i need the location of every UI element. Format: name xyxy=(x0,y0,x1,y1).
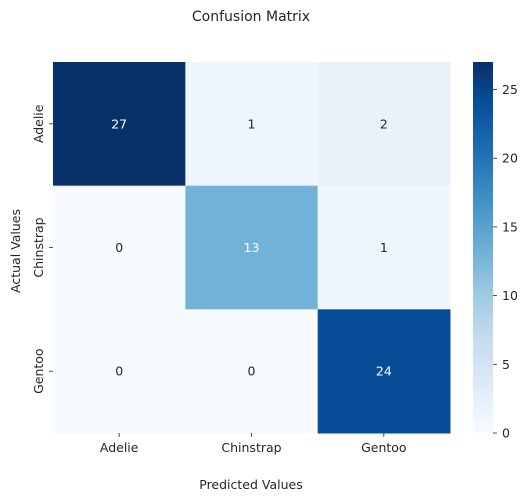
cell-annotation-1-1: 13 xyxy=(244,240,260,255)
heatmap-cell-1-0 xyxy=(53,185,186,310)
x-axis-ticks: Adelie Chinstrap Gentoo xyxy=(100,433,407,455)
cell-annotation-0-1: 1 xyxy=(248,116,256,131)
cell-annotation-0-0: 27 xyxy=(111,116,127,131)
colorbar-ticks: 0 5 10 15 20 25 xyxy=(493,82,518,441)
cell-annotation-1-2: 1 xyxy=(380,240,388,255)
colorbar-tick-label-1: 5 xyxy=(502,357,510,372)
heatmap-cell-2-0 xyxy=(53,309,186,434)
y-tick-label-0: Adelie xyxy=(31,104,46,143)
y-axis-ticks: Adelie Chinstrap Gentoo xyxy=(31,104,53,394)
x-tick-label-1: Chinstrap xyxy=(221,440,281,455)
colorbar-tick-label-5: 25 xyxy=(502,82,518,97)
colorbar-tick-label-2: 10 xyxy=(502,288,518,303)
heatmap-cell-0-0 xyxy=(53,62,186,187)
cell-annotation-2-2: 24 xyxy=(376,364,392,379)
cell-annotation-0-2: 2 xyxy=(380,116,388,131)
heatmap-cells xyxy=(53,62,451,434)
heatmap-annotations: 27 1 2 0 13 1 0 0 24 xyxy=(111,116,392,378)
heatmap-cell-1-1 xyxy=(185,185,319,310)
chart-title: Confusion Matrix xyxy=(192,9,310,25)
heatmap-cell-0-1 xyxy=(185,62,319,187)
colorbar-tick-label-4: 20 xyxy=(502,151,518,166)
y-axis-label: Actual Values xyxy=(8,209,23,293)
x-tick-label-0: Adelie xyxy=(100,440,139,455)
colorbar xyxy=(473,62,493,433)
heatmap-cell-2-2 xyxy=(317,309,451,434)
colorbar-tick-label-3: 15 xyxy=(502,219,518,234)
x-tick-label-2: Gentoo xyxy=(361,440,407,455)
x-axis-label: Predicted Values xyxy=(199,477,303,492)
cell-annotation-2-1: 0 xyxy=(248,364,256,379)
heatmap-cell-1-2 xyxy=(317,185,451,310)
cell-annotation-1-0: 0 xyxy=(115,240,123,255)
heatmap-cell-0-2 xyxy=(317,62,451,187)
colorbar-tick-label-0: 0 xyxy=(502,426,510,441)
y-tick-label-1: Chinstrap xyxy=(31,217,46,277)
cell-annotation-2-0: 0 xyxy=(115,364,123,379)
heatmap-cell-2-1 xyxy=(185,309,319,434)
y-tick-label-2: Gentoo xyxy=(31,348,46,394)
